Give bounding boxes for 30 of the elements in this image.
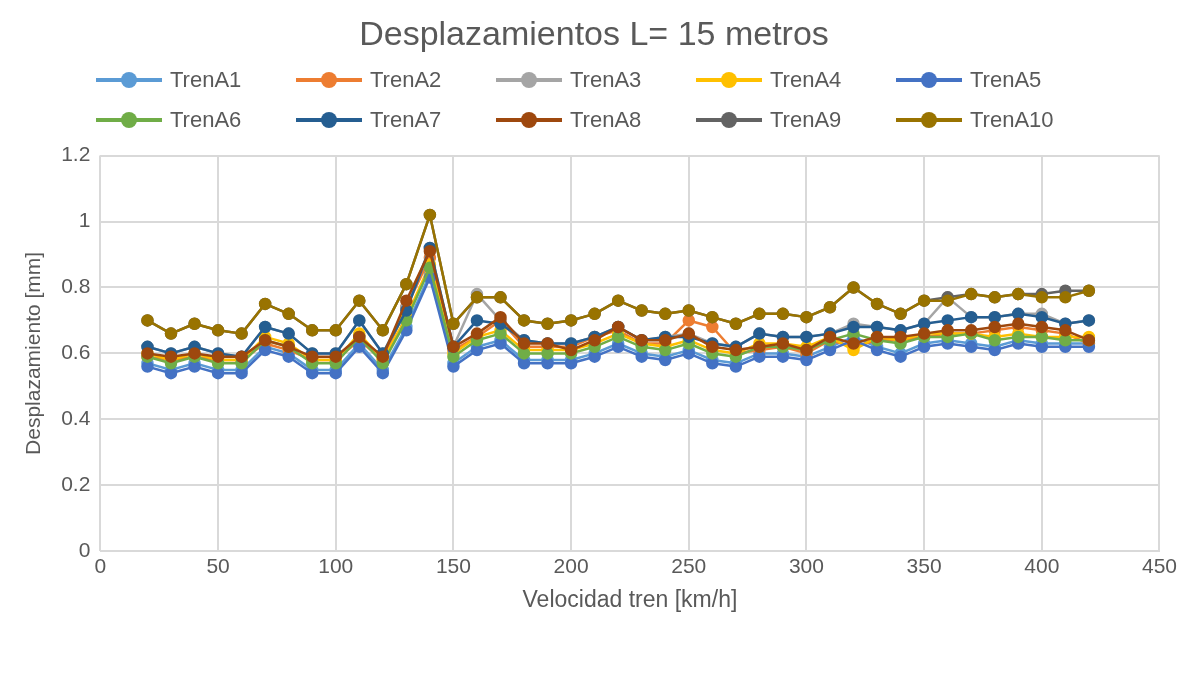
- legend-label: TrenA9: [770, 107, 842, 133]
- y-axis-title: Desplazamiento [mm]: [21, 251, 45, 455]
- y-tick-label: 1.2: [61, 142, 91, 166]
- y-tick-label: 0: [78, 538, 91, 561]
- legend-label: TrenA1: [170, 67, 242, 93]
- x-tick-label: 200: [553, 553, 589, 577]
- x-tick-label: 400: [1024, 553, 1060, 577]
- x-tick-label: 300: [788, 553, 824, 577]
- x-tick-label: 50: [206, 553, 230, 577]
- legend-label: TrenA7: [370, 107, 442, 133]
- y-tick-label: 0.6: [61, 340, 91, 364]
- x-axis-title: Velocidad tren [km/h]: [522, 585, 738, 612]
- x-tick-label: 250: [671, 553, 707, 577]
- legend-label: TrenA5: [970, 67, 1042, 93]
- legend-label: TrenA3: [570, 67, 642, 93]
- legend-label: TrenA8: [570, 107, 642, 133]
- x-tick-label: 150: [435, 553, 471, 577]
- y-tick-label: 0.4: [61, 406, 91, 430]
- legend-label: TrenA2: [370, 67, 442, 93]
- x-tick-label: 100: [318, 553, 354, 577]
- legend-label: TrenA10: [970, 107, 1054, 133]
- legend-label: TrenA4: [770, 67, 842, 93]
- x-tick-label: 450: [1141, 553, 1177, 577]
- chart-title: Desplazamientos L= 15 metros: [358, 13, 830, 54]
- legend-label: TrenA6: [170, 107, 242, 133]
- y-tick-label: 1: [78, 208, 91, 232]
- x-tick-label: 0: [94, 553, 107, 577]
- y-tick-label: 0.2: [61, 472, 91, 496]
- x-tick-label: 350: [906, 553, 942, 577]
- y-tick-label: 0.8: [61, 274, 91, 298]
